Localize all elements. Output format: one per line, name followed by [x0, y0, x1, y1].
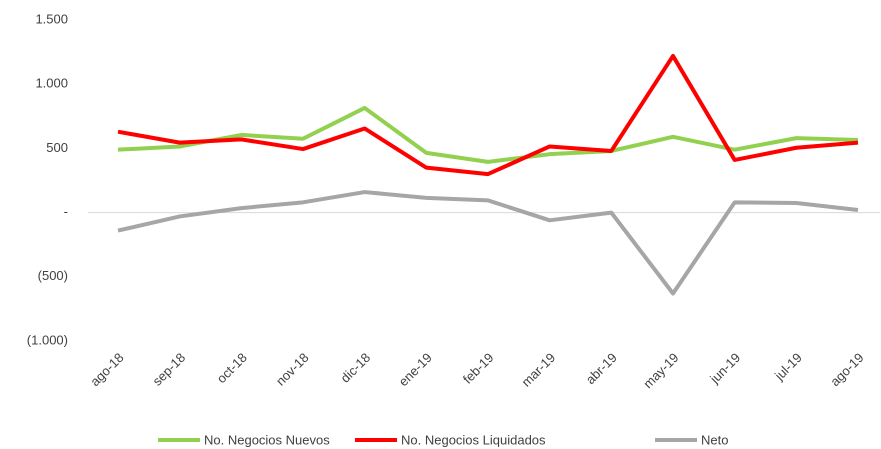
- series-line: [117, 105, 859, 164]
- y-tick-label: 500: [46, 140, 68, 155]
- y-tick-label: 1.000: [35, 76, 68, 91]
- x-tick-label: sep-18: [150, 350, 189, 389]
- x-tick-label: may-19: [640, 350, 681, 391]
- legend-label: No. Negocios Nuevos: [204, 432, 330, 447]
- x-tick-label: abr-19: [583, 350, 620, 387]
- x-tick-label: dic-18: [338, 350, 374, 386]
- x-tick-label: nov-18: [273, 350, 312, 389]
- x-tick-label: ago-19: [827, 350, 866, 389]
- series-line: [117, 190, 859, 296]
- x-tick-label: ago-18: [87, 350, 126, 389]
- x-tick-label: jul-19: [771, 350, 805, 384]
- y-tick-label: (1.000): [27, 332, 68, 347]
- series-line: [117, 53, 859, 177]
- x-tick-label: mar-19: [518, 350, 558, 390]
- x-tick-label: feb-19: [460, 350, 497, 387]
- x-tick-label: jun-19: [706, 350, 743, 387]
- y-tick-label: -: [64, 204, 68, 219]
- y-tick-label: 1.500: [35, 11, 68, 26]
- legend-label: No. Negocios Liquidados: [401, 432, 546, 447]
- x-tick-label: oct-18: [214, 350, 250, 386]
- legend-label: Neto: [701, 432, 728, 447]
- y-tick-label: (500): [38, 268, 68, 283]
- x-tick-label: ene-19: [396, 350, 435, 389]
